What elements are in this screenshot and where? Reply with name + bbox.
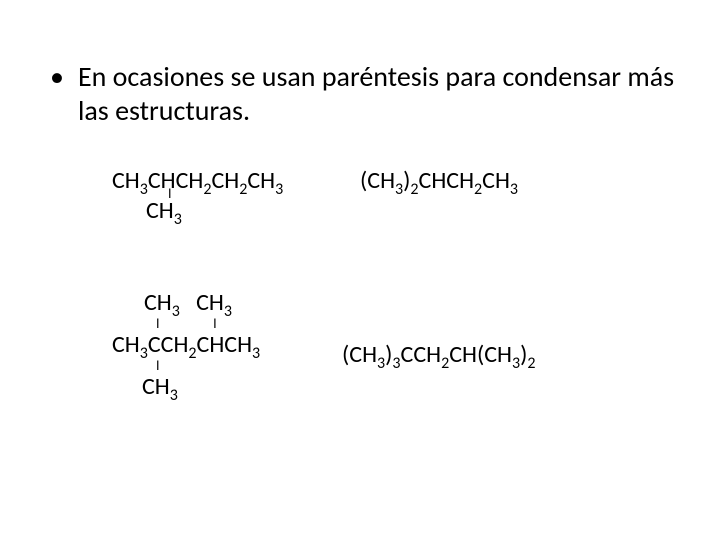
formula-2-cond-text: (CH3)3CCH2CH(CH3)2 bbox=[342, 342, 535, 368]
formula-2-condensed: (CH3)3CCH2CH(CH3)2 bbox=[342, 342, 535, 368]
formula-2-branch: CH3 bbox=[142, 374, 260, 400]
formula-1-branch: CH3 bbox=[146, 198, 283, 224]
formula-1-condensed: (CH3)2CHCH2CH3 bbox=[360, 168, 518, 194]
formula-2-bond-bot: I bbox=[156, 360, 260, 372]
formula-1-cond-text: (CH3)2CHCH2CH3 bbox=[360, 168, 518, 194]
formula-2-expanded: CH3 CH3 I I CH3CCH2CHCH3 I CH3 bbox=[112, 290, 260, 400]
formula-1-expanded: CH3CHCH2CH2CH3 I CH3 bbox=[112, 168, 283, 224]
bullet-item: • En ocasiones se usan paréntesis para c… bbox=[50, 60, 680, 128]
formula-1-line1: CH3CHCH2CH2CH3 bbox=[112, 168, 283, 194]
formula-2-top: CH3 CH3 bbox=[144, 290, 260, 316]
bullet-dot: • bbox=[50, 60, 64, 94]
bullet-text: En ocasiones se usan paréntesis para con… bbox=[78, 60, 680, 128]
formula-2-bond-top: I I bbox=[156, 318, 260, 330]
formula-2-main: CH3CCH2CHCH3 bbox=[112, 332, 260, 358]
slide: • En ocasiones se usan paréntesis para c… bbox=[0, 0, 720, 540]
